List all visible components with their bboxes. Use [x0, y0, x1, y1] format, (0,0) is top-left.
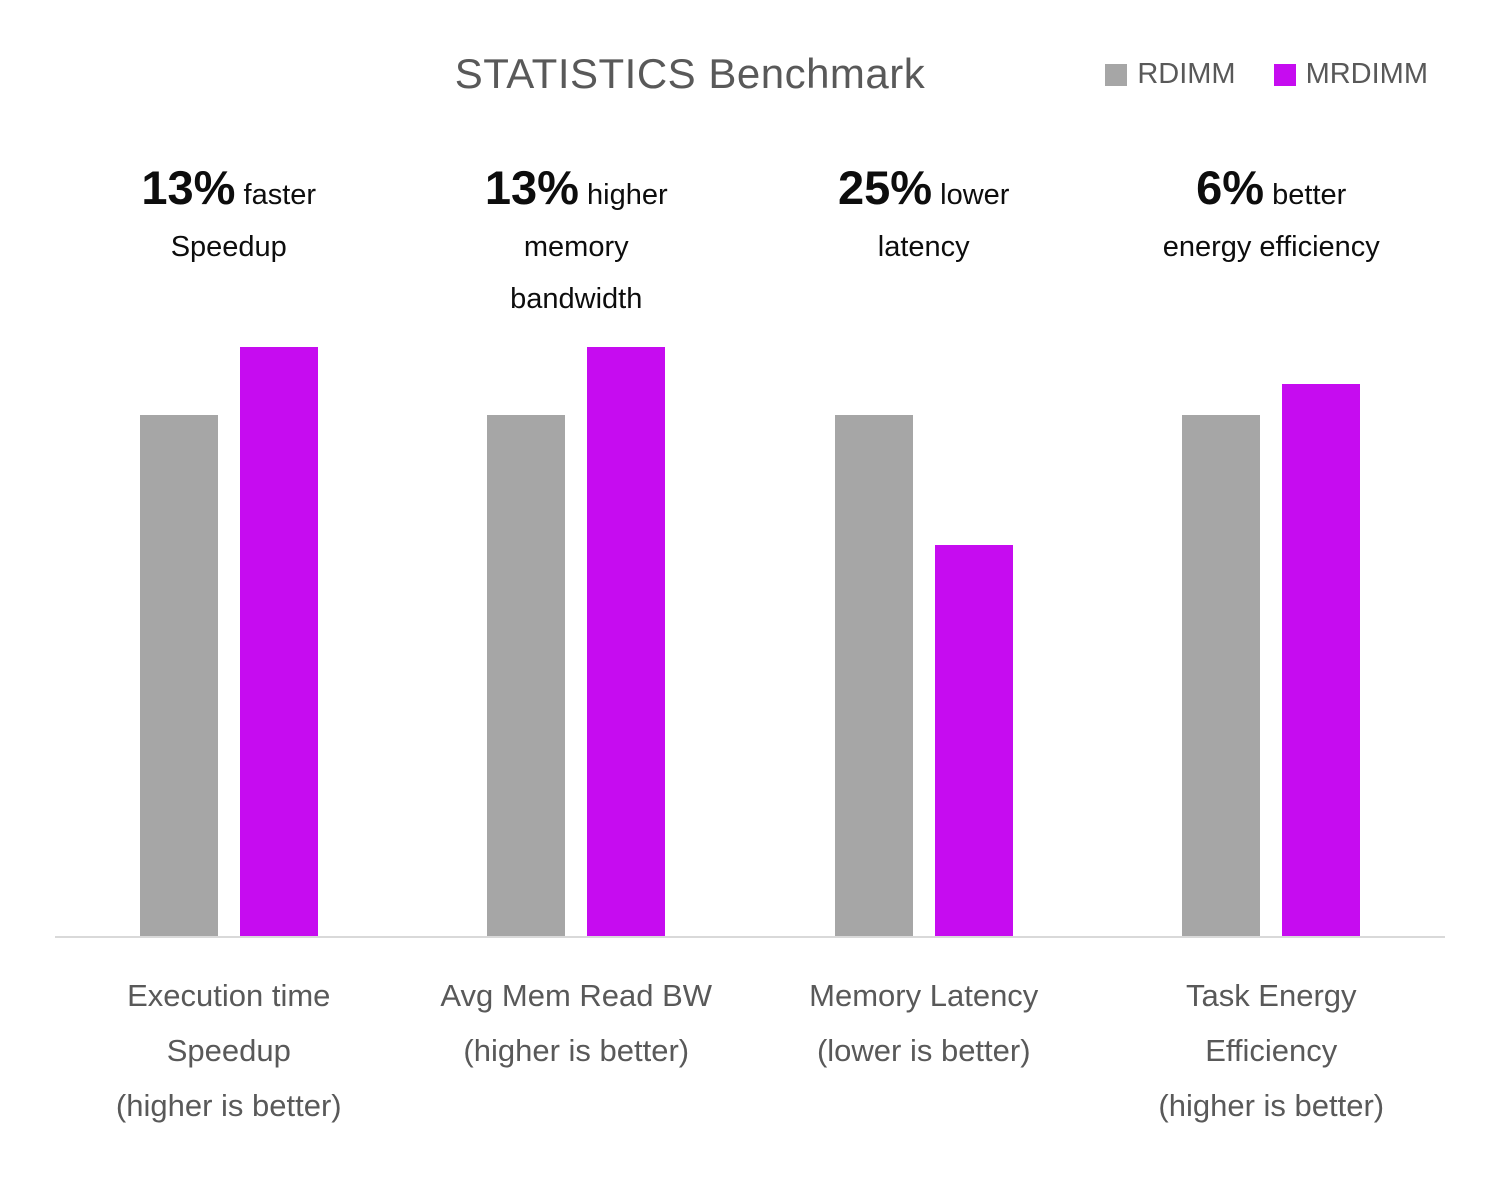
category-label-line: (higher is better) — [1158, 1088, 1385, 1123]
annotation-percent: 6% — [1196, 161, 1265, 214]
category-label-line: (lower is better) — [816, 1033, 1031, 1068]
bar-rdimm-2 — [834, 415, 913, 936]
category-label-2: Memory Latency (lower is better) — [744, 968, 1104, 1078]
annotation-qualifier: faster — [235, 179, 317, 211]
annotation-percent: 13% — [141, 161, 236, 214]
annotation-2: 25% lower latency — [744, 162, 1104, 273]
bar-mrdimm-2 — [934, 545, 1013, 936]
category-label-line: Task Energy — [1185, 978, 1357, 1013]
legend-item-mrdimm: MRDIMM — [1273, 58, 1428, 91]
category-label-line: Efficiency — [1205, 1033, 1338, 1068]
category-label-line: Speedup — [166, 1033, 291, 1068]
annotation-qualifier: lower — [932, 179, 1010, 211]
annotation-qualifier: higher — [578, 179, 668, 211]
annotation-line: bandwidth — [510, 283, 643, 315]
annotation-line: latency — [877, 231, 970, 263]
annotation-line: energy efficiency — [1162, 231, 1380, 263]
legend-label: RDIMM — [1137, 58, 1236, 90]
category-label-line: (higher is better) — [463, 1033, 690, 1068]
bar-rdimm-3 — [1182, 415, 1261, 936]
bar-group-1 — [403, 300, 751, 936]
bar-mrdimm-0 — [239, 347, 318, 936]
bar-mrdimm-1 — [587, 347, 666, 936]
plot-area — [55, 300, 1445, 938]
legend-swatch-rdimm — [1105, 63, 1128, 86]
annotation-percent: 25% — [838, 161, 933, 214]
bar-rdimm-1 — [487, 415, 566, 936]
category-label-line: Avg Mem Read BW — [440, 978, 713, 1013]
annotation-0: 13% faster Speedup — [49, 162, 409, 273]
category-label-line: Memory Latency — [809, 978, 1039, 1013]
annotation-line: memory — [523, 231, 629, 263]
bar-rdimm-0 — [139, 415, 218, 936]
legend-swatch-mrdimm — [1273, 63, 1296, 86]
bar-group-2 — [750, 300, 1098, 936]
category-label-3: Task Energy Efficiency (higher is better) — [1091, 968, 1451, 1133]
category-label-1: Avg Mem Read BW (higher is better) — [396, 968, 756, 1078]
annotation-line: Speedup — [170, 231, 287, 263]
bar-group-0 — [55, 300, 403, 936]
annotation-percent: 13% — [484, 161, 579, 214]
legend-label: MRDIMM — [1305, 58, 1428, 90]
bar-mrdimm-3 — [1282, 384, 1361, 936]
bar-group-3 — [1098, 300, 1446, 936]
category-label-line: Execution time — [127, 978, 331, 1013]
chart-title: STATISTICS Benchmark — [454, 50, 926, 97]
legend-item-rdimm: RDIMM — [1105, 58, 1236, 91]
annotation-1: 13% higher memory bandwidth — [396, 162, 756, 325]
annotation-3: 6% better energy efficiency — [1091, 162, 1451, 273]
category-label-0: Execution time Speedup (higher is better) — [49, 968, 409, 1133]
annotation-qualifier: better — [1264, 179, 1347, 211]
category-label-line: (higher is better) — [115, 1088, 342, 1123]
legend: RDIMM MRDIMM — [1105, 58, 1428, 91]
